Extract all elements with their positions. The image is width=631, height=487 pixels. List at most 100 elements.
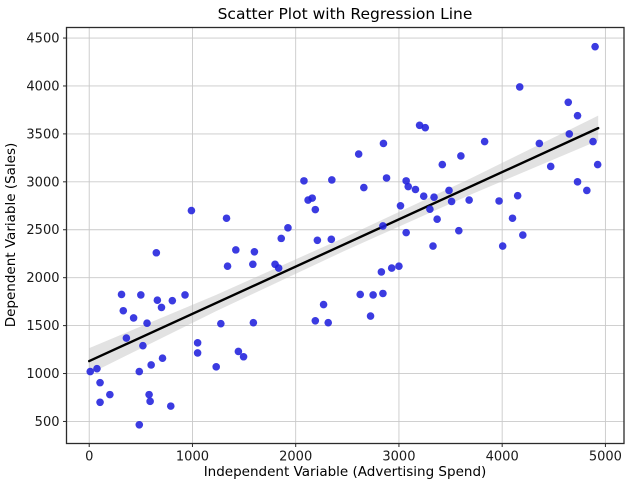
scatter-point (356, 290, 365, 299)
scatter-point (583, 186, 591, 195)
scatter-point (404, 182, 413, 191)
scatter-point (308, 194, 317, 202)
scatter-point (360, 183, 368, 192)
scatter-point (498, 242, 507, 250)
y-tick-label: 1500 (26, 319, 59, 334)
scatter-point (465, 196, 473, 204)
scatter-point (86, 367, 95, 376)
scatter-point (135, 367, 144, 376)
scatter-point (354, 150, 363, 158)
scatter-point (573, 111, 582, 120)
scatter-point (300, 177, 308, 185)
chart-title: Scatter Plot with Regression Line (218, 5, 473, 23)
scatter-point (535, 139, 544, 148)
scatter-point (152, 248, 161, 257)
scatter-point (153, 296, 162, 305)
scatter-point (565, 130, 574, 138)
scatter-point (311, 205, 320, 214)
scatter-point (447, 197, 456, 206)
scatter-point (249, 260, 257, 269)
scatter-point (313, 236, 322, 245)
scatter-point (106, 390, 114, 399)
scatter-point (239, 352, 248, 361)
scatter-point (145, 390, 153, 399)
scatter-point (250, 247, 259, 256)
x-tick-label: 5000 (589, 450, 622, 465)
scatter-point (480, 137, 489, 146)
scatter-point (311, 317, 320, 325)
scatter-point (232, 246, 240, 254)
y-tick-label: 3000 (26, 175, 59, 190)
scatter-point (379, 139, 388, 148)
x-tick-label: 1000 (176, 450, 209, 465)
scatter-point (411, 185, 420, 194)
scatter-point (366, 312, 375, 320)
scatter-point (168, 296, 177, 305)
x-tick-label: 2000 (279, 450, 312, 465)
scatter-point (430, 193, 438, 201)
y-tick-label: 3500 (26, 127, 59, 142)
scatter-point (402, 228, 410, 237)
scatter-point (119, 306, 128, 315)
scatter-point (513, 191, 522, 200)
scatter-point (419, 192, 428, 201)
scatter-point (284, 224, 292, 232)
y-tick-label: 2500 (26, 223, 59, 238)
scatter-point (421, 123, 430, 132)
scatter-point (187, 206, 196, 215)
scatter-point (519, 231, 527, 239)
scatter-point (438, 160, 447, 169)
x-tick-label: 3000 (382, 450, 415, 465)
scatter-point (369, 291, 377, 299)
scatter-point (222, 214, 231, 223)
scatter-point (377, 268, 386, 276)
scatter-point (382, 174, 391, 182)
scatter-point (515, 83, 524, 91)
scatter-point (146, 397, 154, 406)
scatter-point (328, 176, 336, 184)
scatter-point (223, 262, 232, 270)
scatter-point (429, 242, 437, 250)
scatter-point (122, 334, 131, 342)
scatter-point (217, 319, 225, 328)
scatter-point (457, 152, 465, 160)
y-tick-label: 500 (35, 415, 60, 430)
x-axis-label: Independent Variable (Advertising Spend) (204, 464, 487, 480)
scatter-point (593, 160, 602, 169)
y-tick-label: 1000 (26, 367, 59, 382)
x-tick-label: 4000 (486, 450, 519, 465)
scatter-point (277, 234, 286, 243)
scatter-point (193, 339, 202, 347)
scatter-point (433, 215, 441, 224)
scatter-point (591, 42, 599, 51)
y-axis-label: Dependent Variable (Sales) (3, 143, 19, 328)
scatter-point (564, 98, 573, 107)
regression-line (88, 126, 600, 363)
scatter-point (327, 235, 336, 244)
y-tick-label: 2000 (26, 271, 59, 286)
scatter-point (181, 291, 189, 299)
scatter-point (455, 226, 463, 235)
scatter-point (139, 341, 147, 350)
scatter-point (319, 300, 328, 309)
scatter-point (546, 162, 555, 171)
scatter-point (93, 364, 101, 373)
y-tick-label: 4000 (26, 79, 59, 94)
x-tick-label: 0 (85, 450, 93, 465)
scatter-point (147, 361, 155, 369)
scatter-point (396, 201, 405, 210)
scatter-point (495, 197, 503, 205)
scatter-point (117, 290, 126, 299)
scatter-point (445, 186, 453, 195)
plot-background (66, 27, 624, 444)
scatter-point (212, 363, 220, 371)
scatter-point (249, 318, 258, 327)
scatter-point (415, 121, 424, 130)
scatter-point (129, 314, 138, 322)
scatter-point (379, 289, 387, 298)
scatter-point (234, 347, 243, 356)
scatter-point (402, 177, 410, 185)
y-tick-label: 4500 (26, 32, 59, 47)
